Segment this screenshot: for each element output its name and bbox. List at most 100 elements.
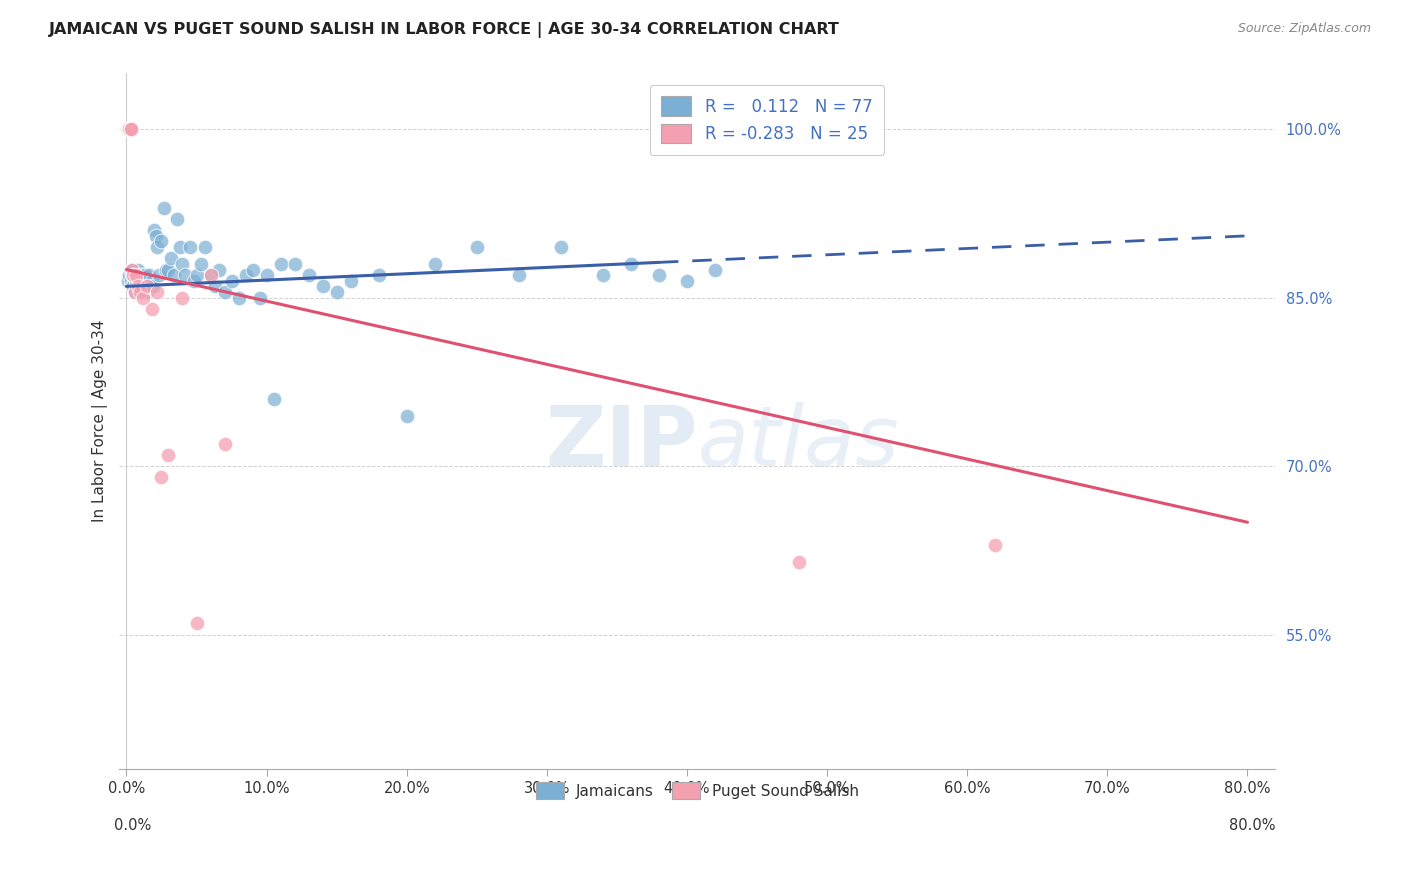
Point xyxy=(121,279,143,293)
Point xyxy=(235,268,257,282)
Point xyxy=(270,257,292,271)
Point xyxy=(135,279,157,293)
Point xyxy=(169,240,191,254)
Point xyxy=(157,262,180,277)
Point xyxy=(172,291,194,305)
Point xyxy=(131,279,153,293)
Point xyxy=(550,240,572,254)
Point xyxy=(120,122,142,136)
Point xyxy=(120,122,142,136)
Point xyxy=(163,268,186,282)
Point xyxy=(125,274,148,288)
Point xyxy=(128,279,150,293)
Point xyxy=(166,212,188,227)
Point xyxy=(423,257,446,271)
Text: JAMAICAN VS PUGET SOUND SALISH IN LABOR FORCE | AGE 30-34 CORRELATION CHART: JAMAICAN VS PUGET SOUND SALISH IN LABOR … xyxy=(49,22,841,38)
Point xyxy=(704,262,727,277)
Point xyxy=(172,257,194,271)
Point xyxy=(284,257,307,271)
Point xyxy=(787,555,810,569)
Point xyxy=(984,538,1007,552)
Point xyxy=(214,285,236,299)
Point xyxy=(127,268,149,282)
Point xyxy=(297,268,319,282)
Point xyxy=(121,262,143,277)
Point xyxy=(311,279,333,293)
Text: ZIP: ZIP xyxy=(546,401,697,483)
Point xyxy=(127,279,149,293)
Point xyxy=(179,240,201,254)
Point xyxy=(367,268,389,282)
Point xyxy=(125,268,148,282)
Point xyxy=(339,274,361,288)
Point xyxy=(153,201,176,215)
Point xyxy=(186,616,208,631)
Point xyxy=(150,235,173,249)
Point xyxy=(122,279,145,293)
Point xyxy=(183,274,205,288)
Point xyxy=(194,240,217,254)
Point xyxy=(132,274,155,288)
Point xyxy=(121,268,143,282)
Point xyxy=(117,122,139,136)
Point xyxy=(146,285,169,299)
Point xyxy=(256,268,278,282)
Point xyxy=(118,268,141,282)
Point xyxy=(141,274,163,288)
Point xyxy=(127,262,149,277)
Text: atlas: atlas xyxy=(697,401,898,483)
Text: 80.0%: 80.0% xyxy=(1229,818,1275,833)
Point xyxy=(508,268,530,282)
Point xyxy=(129,285,152,299)
Point xyxy=(139,279,162,293)
Y-axis label: In Labor Force | Age 30-34: In Labor Force | Age 30-34 xyxy=(93,320,108,523)
Point xyxy=(150,470,173,484)
Point xyxy=(124,285,146,299)
Point xyxy=(190,257,212,271)
Text: 0.0%: 0.0% xyxy=(114,818,150,833)
Point xyxy=(620,257,643,271)
Point xyxy=(142,279,165,293)
Point xyxy=(221,274,243,288)
Point xyxy=(145,228,167,243)
Legend: Jamaicans, Puget Sound Salish: Jamaicans, Puget Sound Salish xyxy=(529,774,866,807)
Point xyxy=(146,240,169,254)
Point xyxy=(186,268,208,282)
Point xyxy=(124,285,146,299)
Point xyxy=(128,274,150,288)
Point xyxy=(325,285,347,299)
Point xyxy=(124,268,146,282)
Point xyxy=(143,223,166,237)
Point xyxy=(117,274,139,288)
Point xyxy=(208,262,231,277)
Point xyxy=(676,274,699,288)
Point xyxy=(395,409,418,423)
Point xyxy=(132,279,155,293)
Point xyxy=(131,268,153,282)
Point xyxy=(249,291,271,305)
Point xyxy=(136,285,159,299)
Point xyxy=(118,122,141,136)
Point xyxy=(118,122,141,136)
Point xyxy=(134,268,156,282)
Point xyxy=(200,268,222,282)
Point xyxy=(242,262,264,277)
Point xyxy=(160,252,183,266)
Point xyxy=(138,268,160,282)
Point xyxy=(204,279,226,293)
Point xyxy=(121,262,143,277)
Text: Source: ZipAtlas.com: Source: ZipAtlas.com xyxy=(1237,22,1371,36)
Point xyxy=(136,279,159,293)
Point xyxy=(122,268,145,282)
Point xyxy=(214,436,236,450)
Point xyxy=(228,291,250,305)
Point xyxy=(155,262,177,277)
Point xyxy=(174,268,197,282)
Point xyxy=(129,285,152,299)
Point xyxy=(465,240,488,254)
Point xyxy=(129,274,152,288)
Point xyxy=(592,268,614,282)
Point xyxy=(132,291,155,305)
Point xyxy=(141,301,163,316)
Point xyxy=(648,268,671,282)
